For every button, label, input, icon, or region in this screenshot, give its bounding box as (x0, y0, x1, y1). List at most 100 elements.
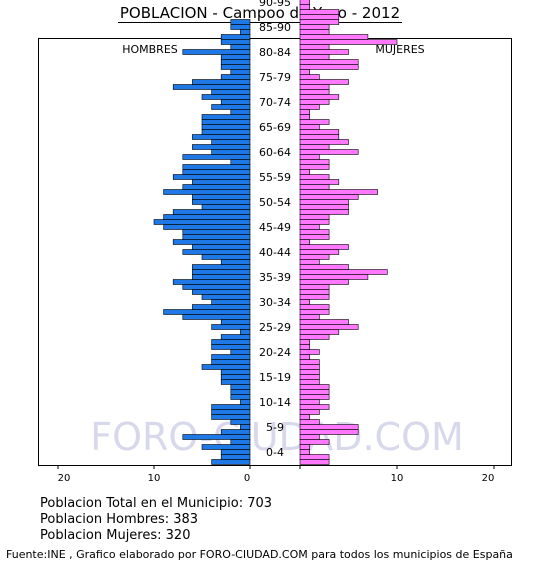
male-bar (182, 249, 251, 255)
female-bar (299, 309, 330, 315)
age-group-label: 75-79 (259, 71, 291, 84)
male-bar (230, 439, 251, 445)
female-bar (299, 329, 340, 335)
female-bar (299, 344, 310, 350)
female-bar (299, 379, 320, 385)
female-bar (299, 94, 340, 100)
male-bar (172, 209, 251, 215)
male-bar (172, 84, 251, 90)
female-bar (299, 14, 340, 20)
age-group-label: 65-69 (259, 121, 291, 134)
female-bar (299, 324, 359, 330)
female-bar (299, 164, 330, 170)
male-bar (172, 239, 251, 245)
male-bar (220, 34, 251, 40)
age-group-label: 0-4 (266, 446, 284, 459)
male-bar (192, 179, 251, 185)
age-group-label: 70-74 (259, 96, 291, 109)
male-bar (182, 164, 251, 170)
male-bar (240, 399, 251, 405)
male-bar (192, 274, 251, 280)
male-bar (220, 454, 251, 460)
female-bar (299, 264, 349, 270)
female-bar (299, 449, 310, 455)
female-bar (299, 34, 369, 40)
female-bar (299, 279, 349, 285)
male-bar (192, 134, 251, 140)
age-group-label: 90-95 (259, 0, 291, 9)
age-group-label: 80-84 (259, 46, 291, 59)
male-bar (201, 114, 251, 120)
female-bar (299, 354, 310, 360)
male-bar (220, 374, 251, 380)
female-bar (299, 44, 330, 50)
female-bar (299, 439, 330, 445)
male-bar (163, 214, 251, 220)
female-bar (299, 229, 330, 235)
female-bar (299, 299, 310, 305)
male-bar (211, 459, 251, 465)
age-group-label: 10-14 (259, 396, 291, 409)
male-bar (220, 39, 251, 45)
x-tick-label: 20 (482, 473, 495, 484)
female-bar (299, 119, 330, 125)
male-bar (192, 289, 251, 295)
female-bar (299, 269, 388, 275)
male-bar (201, 129, 251, 135)
female-bar (299, 389, 330, 395)
female-bar (299, 434, 320, 440)
female-bar (299, 394, 330, 400)
female-bar (299, 0, 310, 5)
male-bar (172, 174, 251, 180)
female-bar (299, 254, 330, 260)
male-bar (211, 409, 251, 415)
male-bar (211, 404, 251, 410)
female-bar (299, 69, 310, 75)
female-bar (299, 64, 359, 70)
female-bar (299, 74, 320, 80)
female-bar (299, 149, 359, 155)
male-bar (192, 144, 251, 150)
male-bar (220, 64, 251, 70)
male-bar (201, 204, 251, 210)
female-bar (299, 459, 330, 465)
female-bar (299, 424, 359, 430)
female-bar (299, 319, 349, 325)
population-pyramid-chart: FORO-CIUDAD.COM HOMBRES MUJERES 0-4 5-9 10-14… (38, 0, 512, 484)
male-bar (201, 444, 251, 450)
female-bar (299, 54, 330, 60)
male-bar (220, 74, 251, 80)
female-bar (299, 144, 330, 150)
female-bar (299, 359, 320, 365)
male-bar (240, 29, 251, 35)
female-bar (299, 404, 330, 410)
male-bar (240, 424, 251, 430)
male-bar (182, 434, 251, 440)
male-bar (201, 294, 251, 300)
male-bar (230, 419, 251, 425)
female-bar (299, 414, 310, 420)
male-bar (182, 49, 251, 55)
male-bar (182, 169, 251, 175)
female-bar (299, 209, 349, 215)
male-bar (230, 19, 251, 25)
male-bar (230, 44, 251, 50)
male-bar (230, 389, 251, 395)
male-bar (182, 314, 251, 320)
female-bar (299, 374, 320, 380)
female-bar (299, 219, 330, 225)
women-population-text: Poblacion Mujeres: 320 (40, 528, 191, 543)
female-bar (299, 334, 330, 340)
source-note: Fuente:INE , Grafico elaborado por FORO-… (6, 548, 513, 561)
male-bar (211, 359, 251, 365)
x-tick-label: 10 (391, 473, 404, 484)
female-bar (299, 179, 340, 185)
male-bar (220, 54, 251, 60)
age-group-label: 60-64 (259, 146, 291, 159)
female-bar (299, 124, 320, 130)
female-bar (299, 109, 310, 115)
female-bar (299, 194, 359, 200)
female-bar (299, 289, 330, 295)
x-tick-label: 10 (148, 473, 161, 484)
male-bar (201, 124, 251, 130)
